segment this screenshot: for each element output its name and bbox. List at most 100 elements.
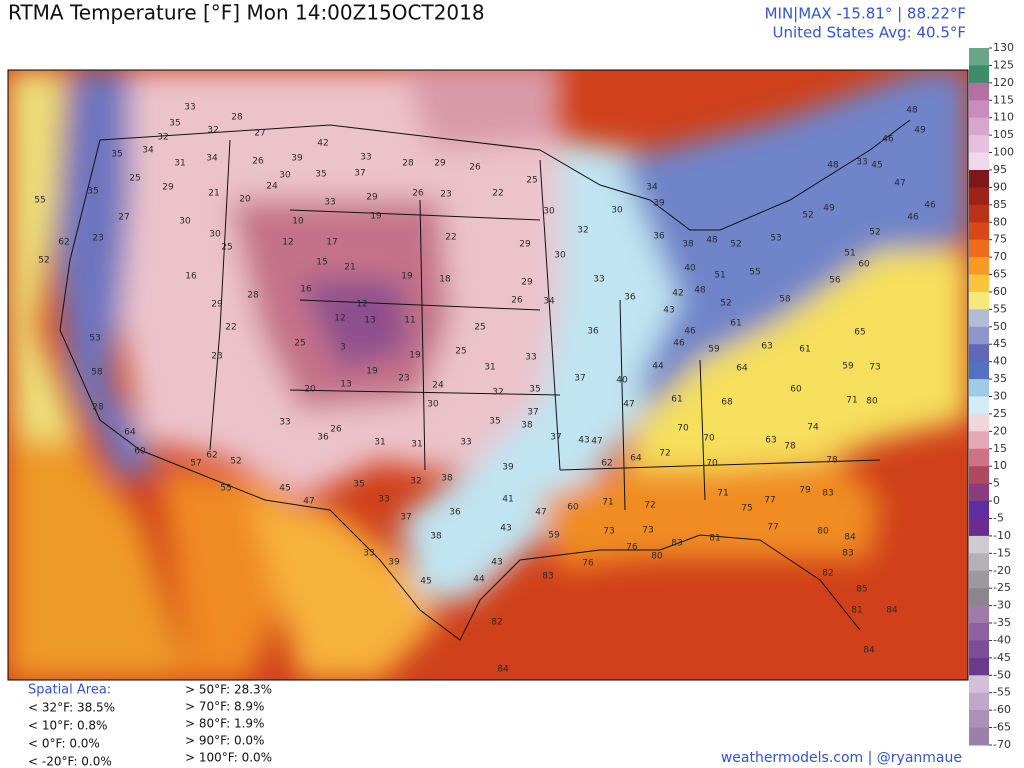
station-temp: 24 [266, 182, 278, 192]
colorbar-label: -35 [993, 616, 1011, 629]
station-temp: 10 [292, 217, 304, 227]
station-temp: 22 [445, 233, 456, 243]
colorbar-segment [969, 274, 989, 293]
colorbar-label: 75 [993, 233, 1007, 246]
station-temp: 26 [412, 189, 424, 199]
station-temp: 55 [220, 484, 231, 494]
station-temp: 34 [142, 146, 154, 156]
station-temp: 12 [356, 300, 367, 310]
colorbar-segment [969, 588, 989, 607]
station-temp: 25 [129, 174, 140, 184]
station-temp: 60 [567, 503, 579, 513]
station-temp: 82 [491, 618, 502, 628]
station-temp: 36 [653, 232, 665, 242]
station-temp: 36 [624, 293, 636, 303]
colorbar-label: 100 [993, 146, 1014, 159]
station-temp: 13 [340, 380, 351, 390]
colorbar-segment [969, 727, 989, 746]
station-temp: 29 [162, 183, 174, 193]
colorbar-segment [969, 291, 989, 310]
stat-line: > 70°F: 8.9% [185, 700, 264, 714]
station-temp: 37 [550, 433, 561, 443]
colorbar-segment [969, 169, 989, 188]
colorbar-segment [969, 117, 989, 136]
colorbar-segment [969, 431, 989, 450]
colorbar-label: 85 [993, 198, 1007, 211]
station-temp: 19 [401, 272, 413, 282]
station-temp: 59 [548, 531, 560, 541]
station-temp: 43 [500, 524, 511, 534]
map-frame [7, 69, 969, 681]
station-temp: 29 [521, 278, 533, 288]
station-temp: 84 [497, 665, 509, 675]
station-temp: 24 [432, 381, 444, 391]
stat-line: < 32°F: 38.5% [28, 701, 115, 715]
colorbar-label: 15 [993, 442, 1007, 455]
station-temp: 21 [344, 263, 355, 273]
station-temp: 25 [455, 347, 466, 357]
colorbar-segment [969, 152, 989, 171]
station-temp: 29 [211, 300, 223, 310]
station-temp: 13 [364, 316, 375, 326]
colorbar-segment [969, 483, 989, 502]
colorbar-segment [969, 675, 989, 694]
colorbar-label: 90 [993, 180, 1007, 193]
station-temp: 21 [208, 189, 219, 199]
station-temp: 30 [179, 217, 191, 227]
station-temp: 84 [844, 533, 856, 543]
stat-line: > 100°F: 0.0% [185, 751, 272, 765]
station-temp: 43 [578, 436, 589, 446]
colorbar-segment [969, 65, 989, 84]
colorbar-label: 95 [993, 163, 1007, 176]
station-temp: 83 [842, 549, 853, 559]
station-temp: 46 [907, 213, 919, 223]
colorbar-segment [969, 710, 989, 729]
station-temp: 59 [842, 362, 854, 372]
station-temp: 44 [652, 362, 664, 372]
colorbar-label: -5 [993, 511, 1004, 524]
station-temp: 30 [554, 251, 566, 261]
station-temp: 37 [400, 513, 411, 523]
station-temp: 71 [602, 498, 613, 508]
colorbar-label: 125 [993, 58, 1014, 71]
station-temp: 64 [124, 428, 136, 438]
station-temp: 32 [577, 226, 588, 236]
colorbar-segment [969, 239, 989, 258]
station-temp: 3 [340, 343, 346, 353]
station-temp: 38 [430, 532, 442, 542]
colorbar-segment [969, 692, 989, 711]
station-temp: 61 [671, 395, 682, 405]
station-temp: 34 [206, 154, 218, 164]
station-temp: 35 [353, 480, 364, 490]
station-temp: 23 [398, 374, 409, 384]
station-temp: 20 [304, 385, 316, 395]
station-temp: 37 [574, 374, 585, 384]
station-temp: 80 [651, 552, 663, 562]
station-temp: 43 [491, 558, 502, 568]
station-temp: 73 [869, 363, 880, 373]
station-temp: 46 [924, 201, 936, 211]
colorbar-label: 110 [993, 111, 1014, 124]
station-temp: 62 [206, 451, 217, 461]
station-temp: 23 [440, 190, 451, 200]
station-temp: 42 [672, 289, 683, 299]
colorbar-segment [969, 48, 989, 66]
station-temp: 70 [706, 459, 718, 469]
station-temp: 45 [279, 484, 290, 494]
colorbar-segment [969, 570, 989, 589]
colorbar-label: -30 [993, 599, 1011, 612]
station-temp: 33 [279, 418, 290, 428]
station-temp: 56 [829, 276, 841, 286]
colorbar-segment [969, 222, 989, 241]
station-temp: 33 [525, 353, 536, 363]
station-temp: 77 [767, 523, 778, 533]
stat-line: > 80°F: 1.9% [185, 717, 264, 731]
station-temp: 35 [315, 170, 326, 180]
station-temp: 30 [427, 400, 439, 410]
station-temp: 26 [252, 157, 264, 167]
colorbar-label: -20 [993, 564, 1011, 577]
station-temp: 73 [642, 526, 653, 536]
station-temp: 26 [511, 296, 523, 306]
station-temp: 74 [807, 423, 819, 433]
